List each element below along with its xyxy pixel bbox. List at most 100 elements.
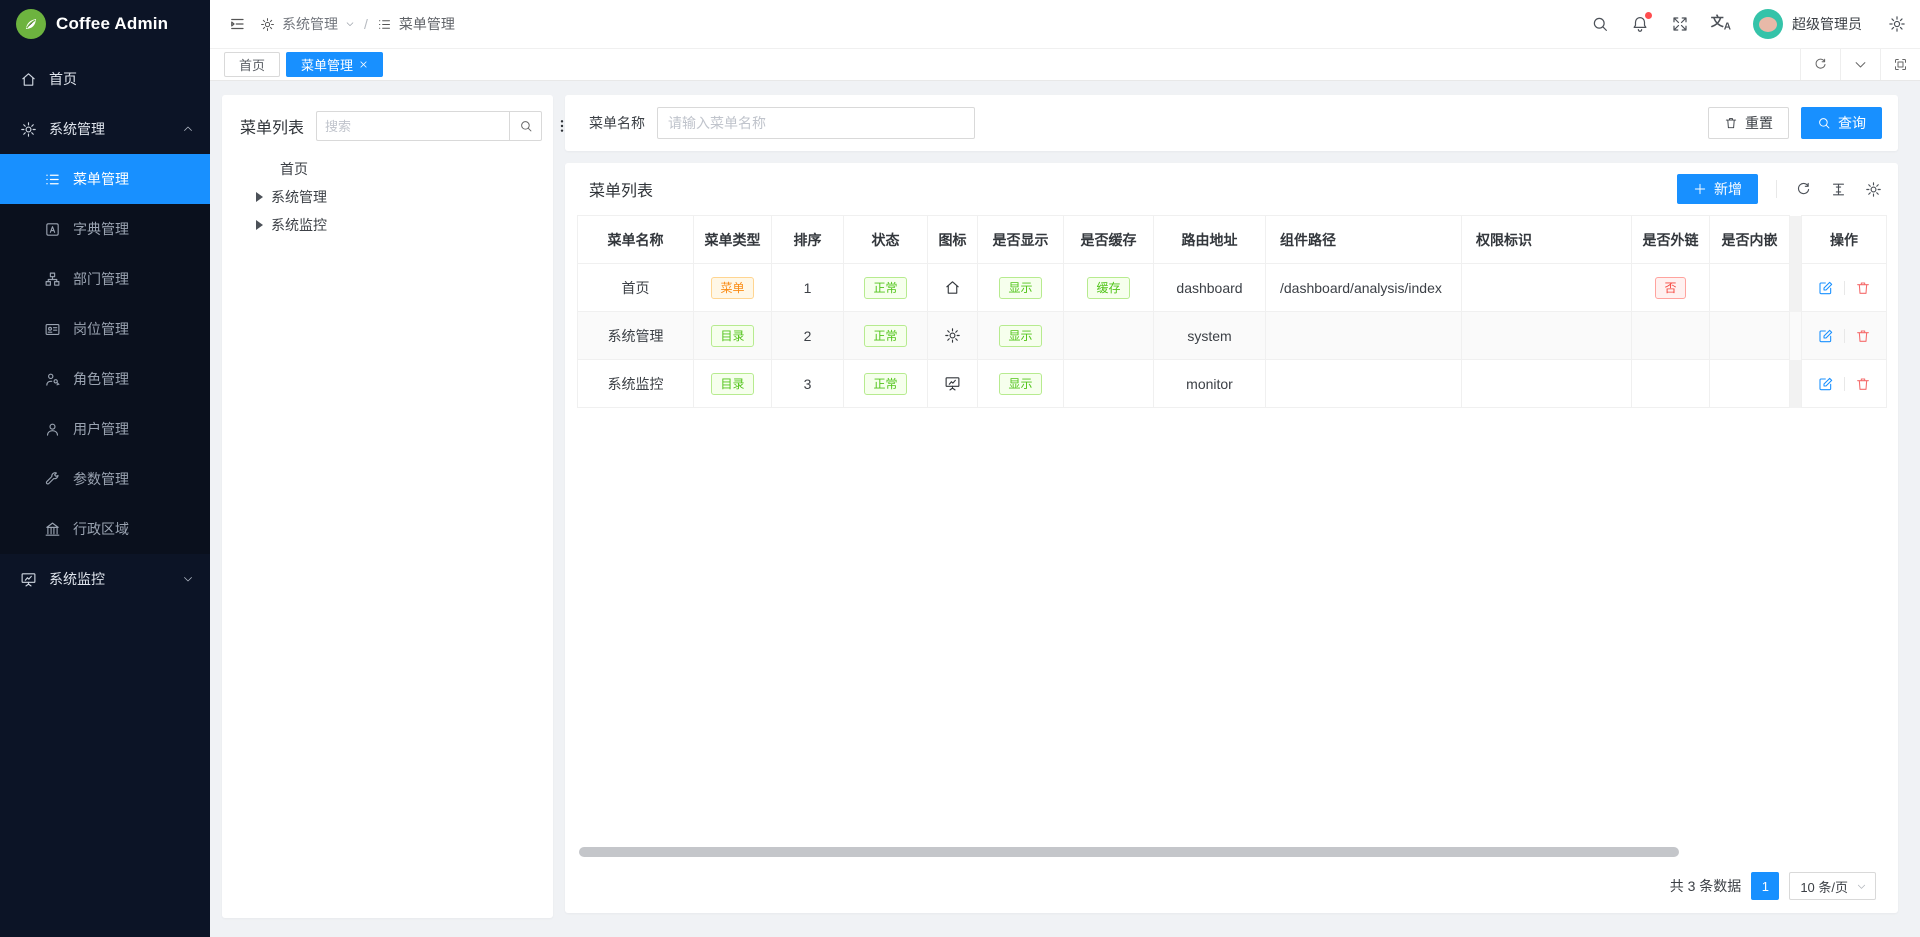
menu-type-tag: 目录 [711, 324, 754, 347]
table-row[interactable]: 系统监控 目录 3 正常 显示 monitor [577, 359, 1887, 408]
pagination-total: 共 3 条数据 [1669, 878, 1742, 894]
tree-panel-title: 菜单列表 [240, 120, 305, 137]
sidebar-item-department-management[interactable]: 部门管理 [0, 254, 210, 304]
breadcrumb-separator: / [364, 16, 368, 32]
sidebar-menu: 首页 系统管理 菜单管理 字典管理 部门管理 [0, 48, 210, 937]
col-cache: 是否缓存 [1063, 215, 1154, 264]
table-title: 菜单列表 [589, 183, 654, 200]
sidebar-submenu-system: 菜单管理 字典管理 部门管理 岗位管理 角色管理 [0, 154, 210, 554]
user-menu[interactable]: 超级管理员 [1753, 9, 1862, 39]
dictionary-icon [44, 221, 61, 238]
plus-icon [1693, 182, 1707, 196]
col-external: 是否外链 [1631, 215, 1710, 264]
page-button-1[interactable]: 1 [1751, 872, 1780, 900]
tab-more-button[interactable] [1840, 49, 1880, 80]
sidebar-item-dictionary-management[interactable]: 字典管理 [0, 204, 210, 254]
menu-list-icon [44, 171, 61, 188]
table-settings-button[interactable] [1865, 181, 1882, 198]
edit-icon [1818, 328, 1834, 344]
sidebar-collapse-icon[interactable] [228, 15, 246, 33]
col-menu-name: 菜单名称 [577, 215, 694, 264]
search-icon [1817, 116, 1831, 130]
wrench-icon [44, 471, 61, 488]
trash-icon [1855, 376, 1871, 392]
delete-button[interactable] [1855, 328, 1871, 344]
menu-name-input[interactable] [657, 107, 975, 139]
app-logo: Coffee Admin [0, 0, 210, 48]
edit-button[interactable] [1818, 280, 1834, 296]
menu-name-label: 菜单名称 [589, 115, 645, 131]
monitor-icon [944, 375, 961, 392]
trash-icon [1855, 280, 1871, 296]
user-name: 超级管理员 [1792, 16, 1862, 32]
maximize-icon [1893, 57, 1908, 72]
caret-right-icon[interactable] [256, 220, 263, 230]
visible-tag: 显示 [999, 276, 1042, 299]
col-embedded: 是否内嵌 [1709, 215, 1790, 264]
reset-button[interactable]: 重置 [1708, 107, 1789, 139]
tree-node-system[interactable]: 系统管理 [240, 183, 535, 211]
tab-maximize-button[interactable] [1880, 49, 1920, 80]
delete-button[interactable] [1855, 376, 1871, 392]
table-row[interactable]: 首页 菜单 1 正常 显示 缓存 dashboard /dashboard/an… [577, 263, 1887, 312]
edit-icon [1818, 280, 1834, 296]
table-scroll-area[interactable]: 菜单名称 菜单类型 排序 状态 图标 是否显示 是否缓存 路由地址 组件路径 [565, 215, 1898, 845]
notification-button[interactable] [1631, 11, 1652, 33]
translate-icon[interactable]: 文A [1710, 14, 1731, 33]
scrollbar-thumb[interactable] [579, 847, 1679, 857]
sidebar-item-menu-management[interactable]: 菜单管理 [0, 154, 210, 204]
refresh-icon [1795, 181, 1812, 198]
col-actions: 操作 [1801, 215, 1887, 264]
sidebar-item-parameter-management[interactable]: 参数管理 [0, 454, 210, 504]
menu-type-tag: 目录 [711, 372, 754, 395]
tab-home[interactable]: 首页 [224, 52, 281, 77]
status-tag: 正常 [864, 276, 907, 299]
col-status: 状态 [843, 215, 928, 264]
app-title: Coffee Admin [56, 14, 169, 33]
tree-node-monitor[interactable]: 系统监控 [240, 211, 535, 239]
org-chart-icon [44, 271, 61, 288]
chevron-down-icon[interactable] [345, 19, 355, 29]
sidebar-item-user-management[interactable]: 用户管理 [0, 404, 210, 454]
sidebar-item-admin-region[interactable]: 行政区域 [0, 504, 210, 554]
add-button[interactable]: 新增 [1677, 174, 1758, 204]
visible-tag: 显示 [999, 324, 1042, 347]
edit-icon [1818, 376, 1834, 392]
tree-search-input[interactable] [316, 111, 510, 141]
table-scrollbar-gutter [1789, 215, 1802, 264]
fullscreen-icon[interactable] [1671, 15, 1689, 33]
avatar [1753, 9, 1783, 39]
density-icon [1830, 181, 1847, 198]
search-icon[interactable] [1591, 15, 1609, 33]
menu-tree: 首页 系统管理 系统监控 [240, 155, 535, 239]
close-icon[interactable] [359, 60, 368, 69]
table-refresh-button[interactable] [1795, 181, 1812, 198]
sidebar-item-system-monitor[interactable]: 系统监控 [0, 554, 210, 604]
col-route-path: 路由地址 [1153, 215, 1266, 264]
sidebar-item-role-management[interactable]: 角色管理 [0, 354, 210, 404]
external-tag: 否 [1655, 276, 1686, 299]
tab-menu-management[interactable]: 菜单管理 [286, 52, 384, 77]
col-permission: 权限标识 [1461, 215, 1632, 264]
status-tag: 正常 [864, 324, 907, 347]
sidebar-item-home[interactable]: 首页 [0, 54, 210, 104]
tab-refresh-button[interactable] [1800, 49, 1840, 80]
delete-button[interactable] [1855, 280, 1871, 296]
refresh-icon [1813, 57, 1828, 72]
breadcrumb-group[interactable]: 系统管理 [282, 16, 338, 32]
edit-button[interactable] [1818, 328, 1834, 344]
horizontal-scrollbar[interactable] [577, 845, 1886, 859]
caret-right-icon[interactable] [256, 192, 263, 202]
settings-gear-icon[interactable] [1888, 15, 1906, 33]
table-density-button[interactable] [1830, 181, 1847, 198]
table-row[interactable]: 系统管理 目录 2 正常 显示 system [577, 311, 1887, 360]
sidebar-item-system-management[interactable]: 系统管理 [0, 104, 210, 154]
page-size-select[interactable]: 10 条/页 [1789, 872, 1876, 900]
chevron-down-icon [182, 573, 194, 585]
sidebar-item-post-management[interactable]: 岗位管理 [0, 304, 210, 354]
query-button[interactable]: 查询 [1801, 107, 1882, 139]
tree-search-button[interactable] [509, 111, 543, 141]
tree-node-home[interactable]: 首页 [280, 161, 308, 177]
edit-button[interactable] [1818, 376, 1834, 392]
